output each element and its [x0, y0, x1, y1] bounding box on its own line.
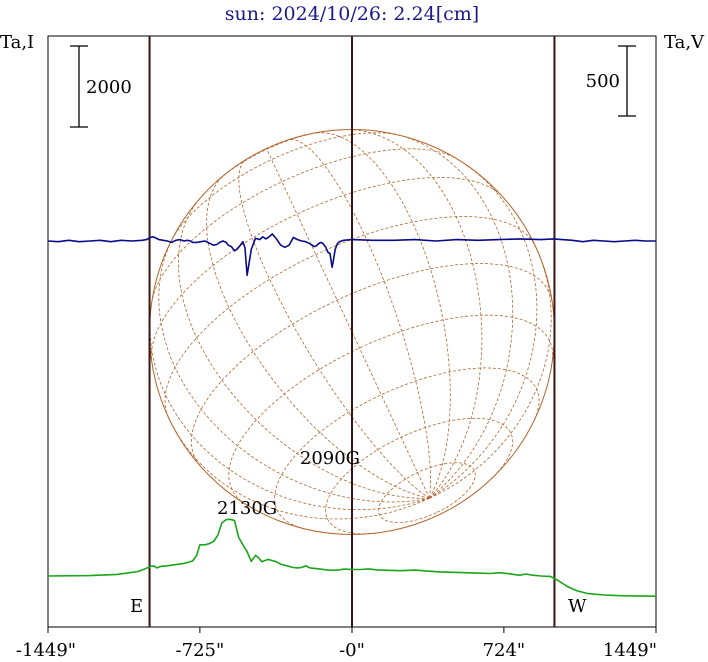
series-line-I — [47, 518, 657, 597]
longitude-gridline — [288, 139, 432, 499]
limb-and-center-lines — [148, 36, 556, 627]
latitude-gridline — [274, 367, 540, 529]
longitude-gridline — [429, 246, 552, 499]
x-axis-ticks: -1449" -725" -0" 724" 1449" — [16, 627, 657, 661]
longitude-gridline — [206, 175, 430, 499]
right-axis-label: Ta,V — [664, 32, 705, 53]
latitude-gridline — [325, 417, 514, 535]
latitude-gridline — [150, 176, 502, 359]
latitude-gridline — [171, 132, 397, 240]
latitude-gridline — [228, 314, 554, 505]
right-scale-bar — [618, 45, 636, 117]
x-tick-label: 724" — [483, 640, 526, 661]
x-tick-label: -0" — [339, 640, 365, 661]
x-tick-label: 1449" — [603, 640, 657, 661]
left-axis-label: Ta,I — [0, 32, 34, 53]
longitude-gridline — [158, 239, 430, 503]
left-scale-bar — [70, 45, 88, 128]
longitude-gridline — [149, 312, 430, 511]
latitude-gridline — [378, 462, 476, 523]
limb-label-west: W — [568, 596, 587, 617]
annotation-label: 2090G — [300, 448, 360, 469]
x-tick-label: -725" — [176, 640, 225, 661]
left-scale-value: 2000 — [86, 77, 132, 98]
longitude-gridline — [315, 132, 451, 499]
longitude-gridline — [177, 200, 430, 499]
solar-disk-grid — [149, 129, 555, 535]
longitude-gridline — [396, 134, 514, 499]
longitude-gridline — [350, 129, 483, 499]
chart-title: sun: 2024/10/26: 2.24[cm] — [225, 3, 479, 25]
longitude-gridline — [266, 148, 430, 499]
annotation-label: 2130G — [217, 498, 277, 519]
latitude-gridline — [164, 216, 536, 418]
series-line-V — [47, 233, 656, 277]
latitude-gridline — [152, 148, 455, 299]
latitude-gridline — [190, 263, 553, 466]
annotations: 2130G 2090G — [217, 448, 360, 519]
series-layer — [47, 233, 657, 597]
longitude-gridline — [168, 417, 430, 520]
limb-label-east: E — [130, 596, 143, 617]
right-scale-value: 500 — [586, 71, 620, 92]
x-tick-label: -1449" — [16, 640, 76, 661]
